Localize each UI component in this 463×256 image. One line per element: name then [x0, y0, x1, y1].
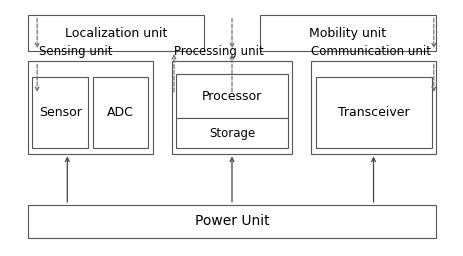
Text: ADC: ADC — [107, 106, 134, 119]
Bar — [28, 61, 153, 154]
Text: Sensor: Sensor — [39, 106, 81, 119]
Text: Mobility unit: Mobility unit — [309, 27, 386, 40]
Bar — [28, 15, 204, 51]
Text: Processor: Processor — [201, 90, 262, 102]
Bar — [176, 74, 287, 118]
Bar — [28, 205, 435, 238]
Text: Communication unit: Communication unit — [310, 45, 430, 58]
Bar — [93, 77, 148, 148]
Bar — [310, 61, 435, 154]
Text: Localization unit: Localization unit — [65, 27, 167, 40]
Text: Processing unit: Processing unit — [174, 45, 263, 58]
Bar — [32, 77, 88, 148]
Text: Power Unit: Power Unit — [194, 215, 269, 228]
Bar — [171, 61, 292, 154]
Bar — [259, 15, 435, 51]
Text: Transceiver: Transceiver — [337, 106, 408, 119]
Bar — [176, 118, 287, 148]
Text: Sensing unit: Sensing unit — [39, 45, 113, 58]
Text: Storage: Storage — [208, 127, 255, 140]
Bar — [315, 77, 431, 148]
